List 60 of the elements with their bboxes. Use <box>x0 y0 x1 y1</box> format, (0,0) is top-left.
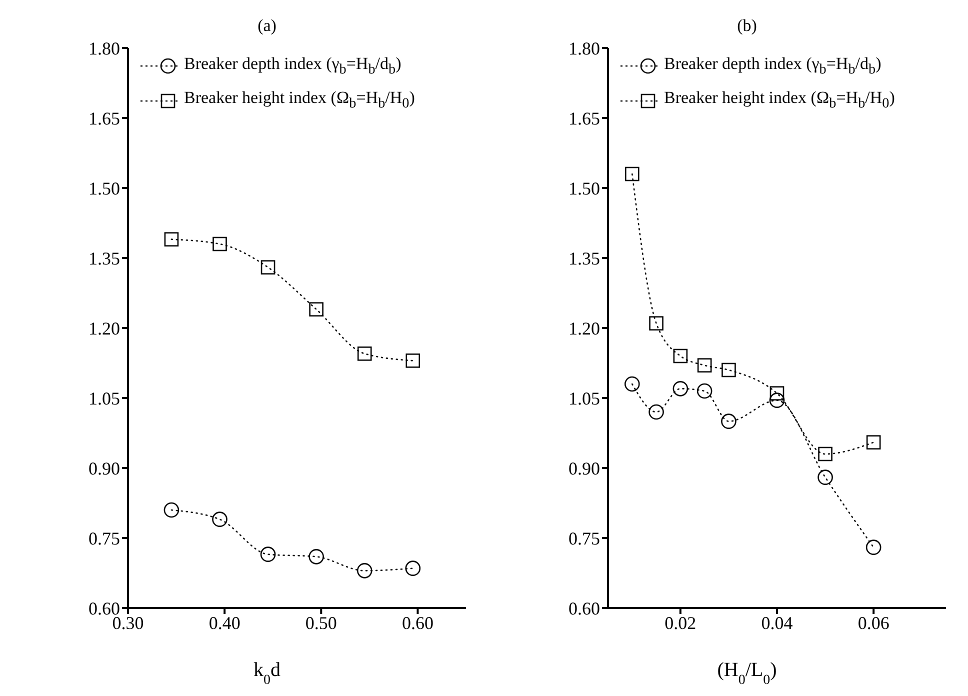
y-tick-label: 1.50 <box>88 178 120 198</box>
legend-label: Breaker height index (Ω$_{b}$=H$_{b}$/H$_{0}$) <box>664 88 895 113</box>
legend-label: Breaker height index (Ω$_{b}$=H$_{b}$/H$_{0}$) <box>184 88 415 113</box>
x-tick-label: 0.60 <box>402 612 434 633</box>
x-tick-label: 0.40 <box>208 612 240 633</box>
point <box>770 386 784 400</box>
point <box>818 446 832 462</box>
x-axis-title: (H$_{0}$/L$_{0}$) <box>717 659 777 688</box>
x-tick-label: 0.50 <box>305 612 337 633</box>
point <box>357 346 372 361</box>
y-tick-label: 1.05 <box>88 388 120 408</box>
point <box>309 302 324 316</box>
point <box>308 549 324 564</box>
point <box>260 546 276 562</box>
point <box>164 502 180 518</box>
y-tick-label: 1.80 <box>568 38 600 58</box>
y-tick-label: 1.20 <box>568 318 600 338</box>
legend-label: Breaker depth index (γ$_{b}$=H$_{b}$/d$_{b}$) <box>184 54 402 78</box>
point <box>356 563 372 578</box>
chart-title: (b) <box>736 16 758 36</box>
point <box>697 358 712 372</box>
point <box>673 348 688 364</box>
y-tick-label: 0.75 <box>88 528 120 548</box>
y-tick-label: 0.90 <box>568 458 600 478</box>
x-tick-label: 0.06 <box>858 612 890 633</box>
y-tick-label: 1.50 <box>568 178 600 198</box>
point <box>649 316 664 330</box>
y-tick-label: 1.65 <box>88 108 120 128</box>
point <box>721 414 736 429</box>
point <box>624 166 640 182</box>
point <box>818 470 833 485</box>
x-tick-label: 0.04 <box>761 612 793 633</box>
x-axis-title: k$_{0}$d <box>254 659 280 688</box>
y-tick-label: 0.60 <box>568 598 600 618</box>
point <box>866 435 881 450</box>
point <box>769 392 785 408</box>
y-tick-label: 0.75 <box>568 528 600 548</box>
point <box>212 512 228 527</box>
y-tick-label: 1.80 <box>88 38 120 58</box>
x-tick-label: 0.02 <box>664 612 696 633</box>
point <box>696 383 712 399</box>
point <box>164 232 179 246</box>
y-tick-label: 1.05 <box>568 388 600 408</box>
point <box>672 381 688 396</box>
point <box>624 376 640 392</box>
point <box>212 236 227 252</box>
y-tick-label: 0.60 <box>88 598 120 618</box>
y-tick-label: 0.90 <box>88 458 120 478</box>
legend-label: Breaker depth index (γ$_{b}$=H$_{b}$/d$_{b}$) <box>664 54 882 78</box>
point <box>405 560 421 576</box>
chart-title: (a) <box>256 16 278 36</box>
y-tick-label: 1.65 <box>568 108 600 128</box>
point <box>406 354 420 368</box>
y-tick-label: 1.20 <box>88 318 120 338</box>
point <box>866 540 882 555</box>
point <box>260 260 276 274</box>
point <box>648 404 664 420</box>
y-tick-label: 1.35 <box>568 248 600 268</box>
point <box>722 362 736 378</box>
y-tick-label: 1.35 <box>88 248 120 268</box>
